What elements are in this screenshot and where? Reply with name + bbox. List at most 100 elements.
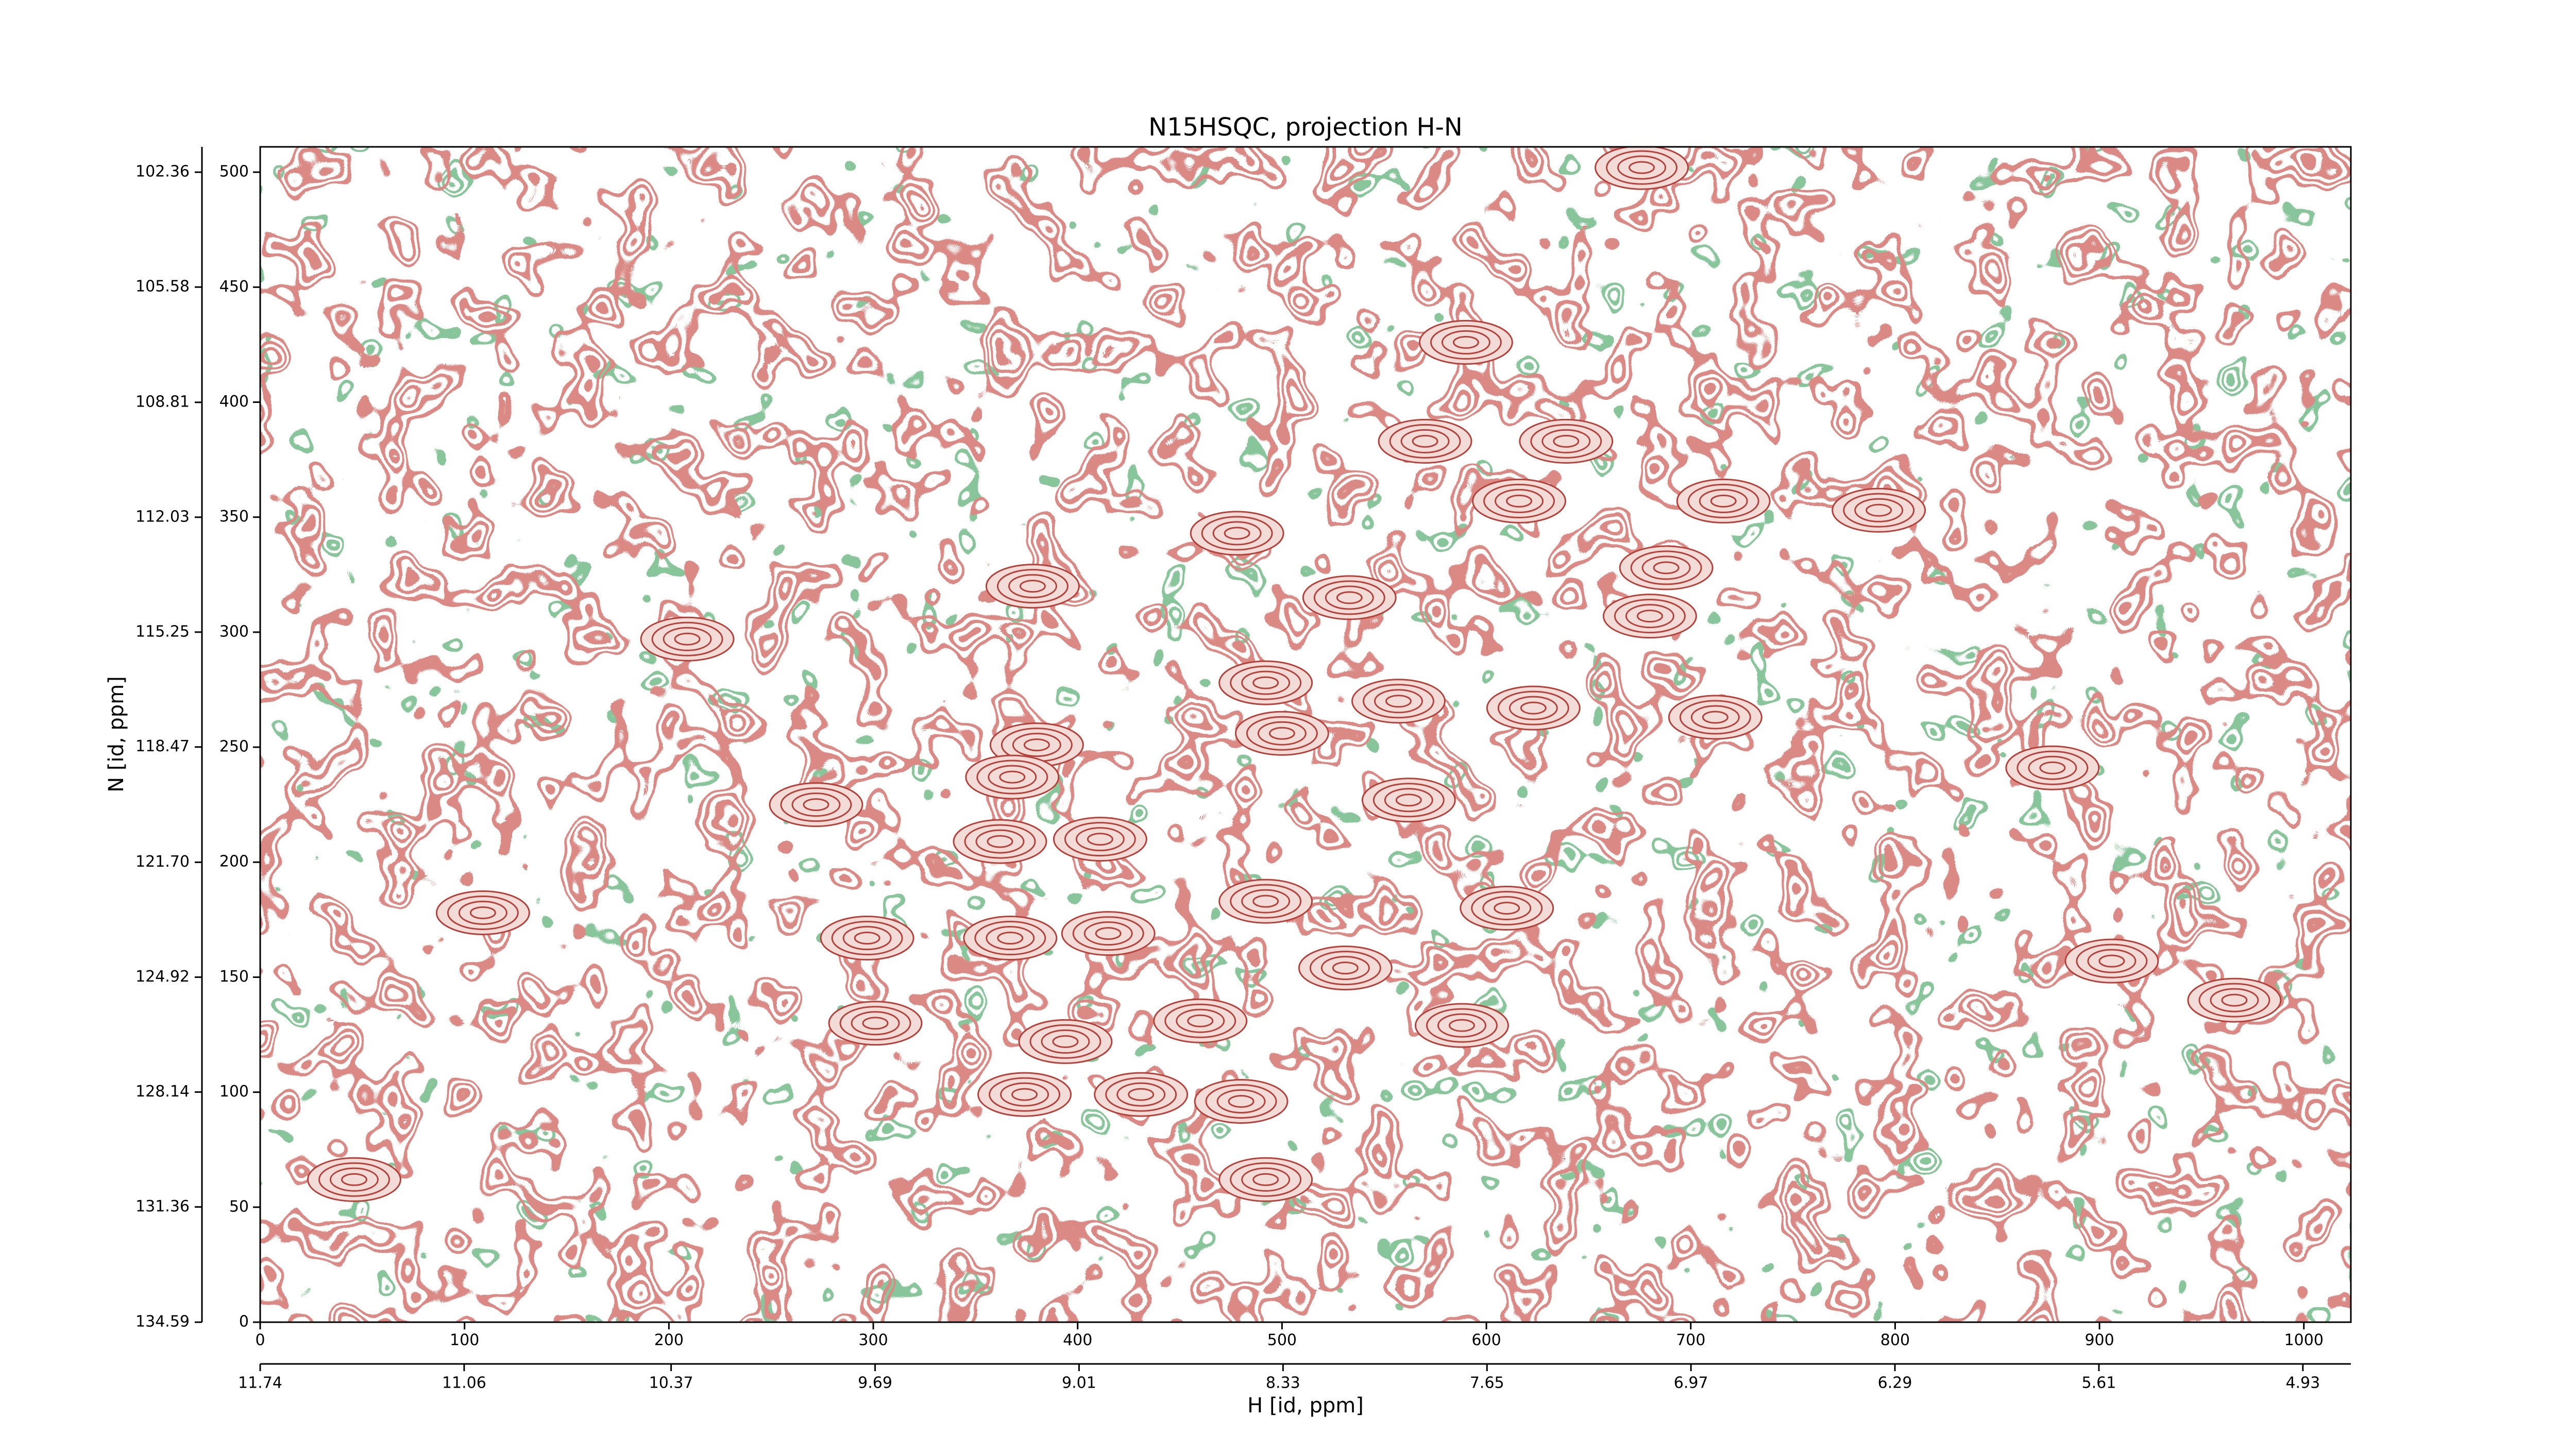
peak-contour (839, 1006, 911, 1041)
peak-contour (1506, 494, 1533, 508)
peak-contour (1690, 705, 1740, 730)
peak-contour (1246, 716, 1318, 751)
peak-contour (842, 926, 892, 951)
peak-contour (318, 1162, 390, 1197)
peak-contour (1029, 1024, 1101, 1059)
peak-contour (1230, 665, 1302, 700)
y-tick-label: 50 (229, 1197, 249, 1216)
y-axis-label: N [id, ppm] (105, 676, 128, 792)
peak-contour (1361, 778, 1456, 823)
x2-tick-label: 9.69 (858, 1374, 892, 1392)
y2-tick-label: 115.25 (135, 622, 190, 640)
peak-contour (1228, 1094, 1255, 1108)
peak-contour (976, 760, 1048, 795)
peak-contour (663, 627, 712, 651)
peak-contour (1241, 670, 1291, 695)
chart-title: N15HSQC, projection H-N (1148, 113, 1463, 142)
peak-contour (1075, 827, 1125, 852)
peak-contour (1257, 721, 1307, 746)
peak-contour (2087, 949, 2137, 973)
peak-contour (307, 1157, 401, 1202)
peak-contour (1252, 895, 1279, 908)
peak-contour (1116, 1082, 1166, 1107)
y-tick-label: 200 (219, 853, 249, 871)
peak-contour (1460, 886, 1554, 931)
peak-contour (1530, 424, 1602, 459)
peak-contour (1471, 891, 1543, 926)
x-tick-label: 400 (1063, 1331, 1092, 1349)
peak-contour (975, 829, 1025, 854)
x2-tick-label: 11.74 (238, 1374, 282, 1392)
peak-contour (2028, 755, 2077, 780)
y2-tick-label: 121.70 (135, 853, 190, 871)
peak-contour (1061, 911, 1156, 956)
peak-contour (1023, 738, 1050, 752)
y-tick-label: 500 (219, 163, 249, 181)
y2-tick-label: 102.36 (135, 163, 190, 181)
peak-contour (329, 1167, 379, 1192)
peak-contour (1362, 684, 1434, 719)
peak-contour (1268, 727, 1295, 740)
peak-contour (1218, 879, 1313, 924)
peak-contour (1011, 1088, 1038, 1101)
peak-contour (953, 819, 1047, 864)
peak-contour (651, 621, 723, 656)
peak-contour (1854, 498, 1904, 522)
peak-contour (1617, 155, 1667, 180)
peak-contour (1298, 946, 1393, 991)
peak-contour (977, 1072, 1072, 1117)
peak-contour (2076, 943, 2148, 978)
peak-contour (1309, 951, 1381, 986)
x-tick-label: 1000 (2284, 1331, 2324, 1349)
plot-frame (259, 146, 2352, 1323)
peak-contour (1687, 483, 1759, 518)
peak-contour (1012, 733, 1061, 757)
peak-contour (435, 890, 530, 935)
x-tick-label: 800 (1880, 1331, 1910, 1349)
x2-tick-label: 7.65 (1470, 1374, 1504, 1392)
peak-contour (1019, 580, 1046, 593)
peak-contour (1482, 896, 1532, 921)
peak-contour (1176, 1008, 1225, 1033)
peak-contour (2198, 983, 2270, 1018)
y2-tick-label: 112.03 (135, 508, 190, 526)
peak-contour (988, 765, 1037, 789)
peak-contour (2221, 993, 2248, 1007)
peak-contour (1699, 488, 1748, 513)
peaks (307, 147, 2282, 1202)
peak-contour (1041, 1029, 1090, 1054)
peak-contour (1385, 695, 1412, 708)
y2-tick-label: 105.58 (135, 278, 190, 296)
x2-tick-label: 5.61 (2082, 1374, 2116, 1392)
peak-contour (1205, 1084, 1277, 1119)
peak-contour (999, 770, 1026, 784)
peak-contour (1218, 660, 1313, 705)
peak-contour (1164, 1003, 1236, 1038)
peak-contour (1519, 418, 1614, 464)
peak-contour (974, 921, 1046, 956)
peak-contour (965, 754, 1060, 800)
y-tick-label: 400 (219, 393, 249, 411)
peak-contour (2064, 938, 2159, 984)
peak-contour (1241, 1167, 1291, 1192)
peak-contour (964, 824, 1036, 859)
peak-contour (1395, 794, 1422, 807)
x2-tick-label: 6.97 (1674, 1374, 1708, 1392)
peak-contour (862, 1017, 889, 1030)
peak-contour (1313, 580, 1385, 615)
peak-contour (1710, 494, 1737, 508)
peak-contour (1094, 1072, 1189, 1117)
peak-contour (1241, 889, 1291, 914)
peak-contour (997, 932, 1024, 945)
x-tick-label: 700 (1676, 1331, 1705, 1349)
peak-contour (1679, 700, 1751, 735)
peak-contour (447, 895, 519, 930)
peak-contour (1187, 1014, 1214, 1027)
peak-contour (1128, 1088, 1155, 1101)
peak-contour (1190, 511, 1284, 556)
peak-contour (996, 569, 1069, 604)
peak-contour (1234, 711, 1329, 756)
peak-contour (1426, 1008, 1498, 1043)
peak-contour (820, 916, 914, 961)
